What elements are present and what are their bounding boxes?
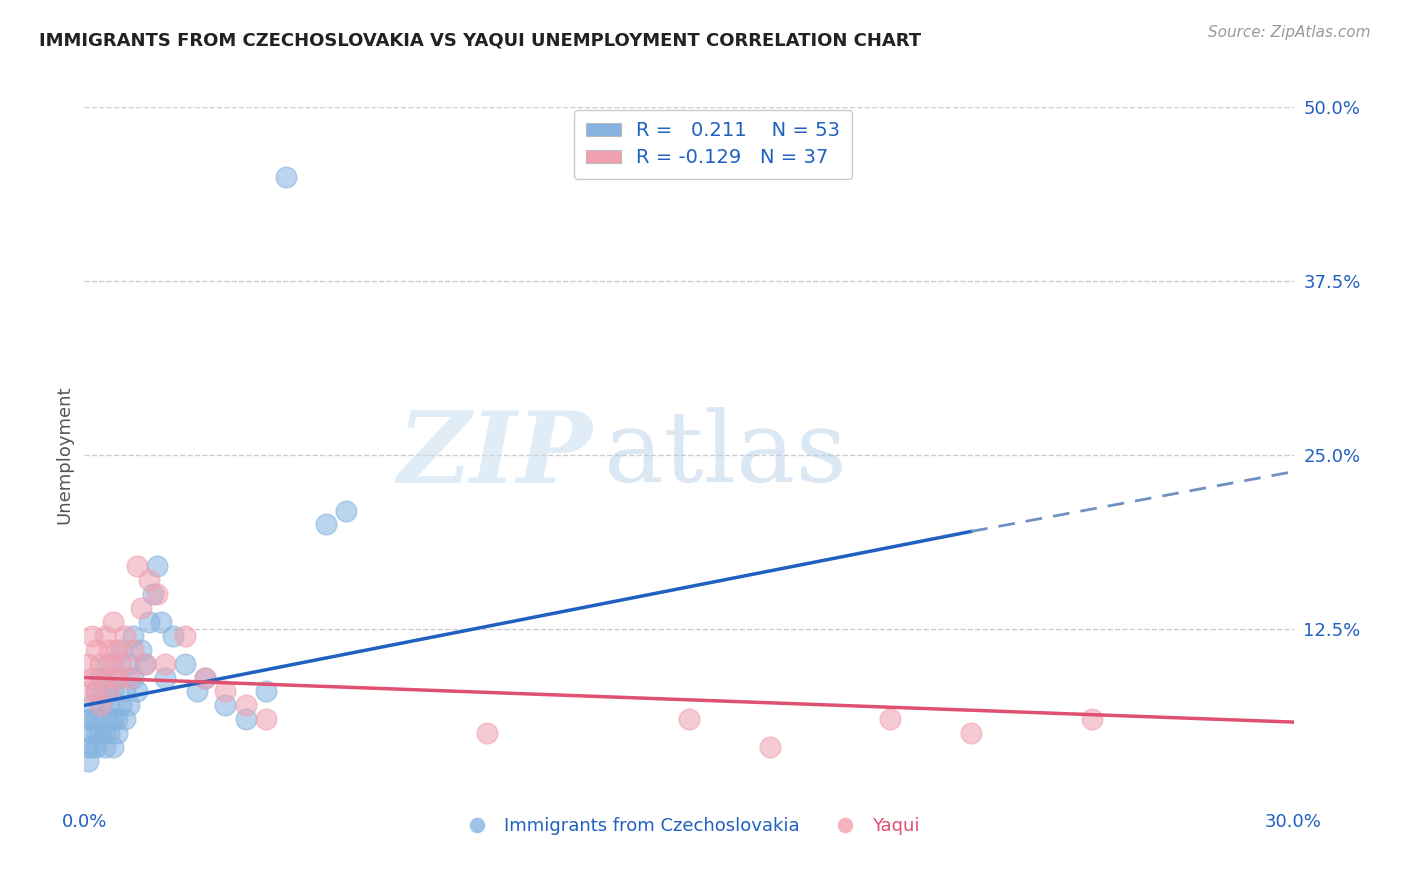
Point xyxy=(105,671,128,685)
Point xyxy=(93,712,115,726)
Point xyxy=(129,642,152,657)
Point xyxy=(960,726,983,740)
Text: atlas: atlas xyxy=(605,407,846,503)
Point xyxy=(118,698,141,713)
Point xyxy=(879,712,901,726)
Point xyxy=(162,629,184,643)
Point xyxy=(97,698,120,713)
Point xyxy=(121,671,143,685)
Point xyxy=(97,642,120,657)
Point xyxy=(93,684,115,698)
Legend: Immigrants from Czechoslovakia, Yaqui: Immigrants from Czechoslovakia, Yaqui xyxy=(451,810,927,842)
Point xyxy=(82,726,104,740)
Point xyxy=(97,684,120,698)
Point xyxy=(134,657,156,671)
Point xyxy=(153,671,176,685)
Point xyxy=(214,684,236,698)
Point xyxy=(110,698,132,713)
Point xyxy=(138,573,160,587)
Point xyxy=(89,698,111,713)
Point xyxy=(105,712,128,726)
Y-axis label: Unemployment: Unemployment xyxy=(55,385,73,524)
Point xyxy=(86,684,108,698)
Point xyxy=(86,712,108,726)
Point xyxy=(82,712,104,726)
Point xyxy=(97,657,120,671)
Point xyxy=(110,642,132,657)
Point xyxy=(186,684,208,698)
Point xyxy=(82,629,104,643)
Point xyxy=(194,671,217,685)
Point xyxy=(101,615,124,629)
Point xyxy=(93,671,115,685)
Point xyxy=(86,740,108,755)
Point xyxy=(477,726,499,740)
Point xyxy=(77,712,100,726)
Point xyxy=(82,698,104,713)
Point xyxy=(97,726,120,740)
Point xyxy=(82,740,104,755)
Point xyxy=(86,726,108,740)
Point xyxy=(121,642,143,657)
Point xyxy=(194,671,217,685)
Point xyxy=(146,559,169,574)
Point xyxy=(89,698,111,713)
Point xyxy=(101,712,124,726)
Point xyxy=(274,169,297,184)
Point xyxy=(254,684,277,698)
Point xyxy=(254,712,277,726)
Point xyxy=(214,698,236,713)
Point xyxy=(110,657,132,671)
Point xyxy=(114,629,136,643)
Point xyxy=(118,671,141,685)
Point xyxy=(125,684,148,698)
Point xyxy=(129,601,152,615)
Point xyxy=(1081,712,1104,726)
Point xyxy=(174,629,197,643)
Point xyxy=(89,657,111,671)
Point xyxy=(153,657,176,671)
Point xyxy=(105,726,128,740)
Point xyxy=(77,657,100,671)
Point xyxy=(146,587,169,601)
Point xyxy=(105,642,128,657)
Point xyxy=(82,671,104,685)
Point xyxy=(235,712,257,726)
Point xyxy=(93,726,115,740)
Point xyxy=(118,657,141,671)
Point xyxy=(89,726,111,740)
Point xyxy=(678,712,700,726)
Point xyxy=(101,684,124,698)
Text: Source: ZipAtlas.com: Source: ZipAtlas.com xyxy=(1208,25,1371,40)
Point xyxy=(93,629,115,643)
Point xyxy=(114,684,136,698)
Point xyxy=(105,671,128,685)
Point xyxy=(121,629,143,643)
Point xyxy=(125,559,148,574)
Point xyxy=(101,740,124,755)
Point xyxy=(86,684,108,698)
Point xyxy=(89,671,111,685)
Point xyxy=(149,615,172,629)
Point xyxy=(77,740,100,755)
Point xyxy=(235,698,257,713)
Point xyxy=(142,587,165,601)
Point xyxy=(138,615,160,629)
Point xyxy=(86,642,108,657)
Point xyxy=(93,740,115,755)
Text: IMMIGRANTS FROM CZECHOSLOVAKIA VS YAQUI UNEMPLOYMENT CORRELATION CHART: IMMIGRANTS FROM CZECHOSLOVAKIA VS YAQUI … xyxy=(39,31,921,49)
Point xyxy=(114,712,136,726)
Point xyxy=(77,684,100,698)
Point xyxy=(134,657,156,671)
Text: ZIP: ZIP xyxy=(398,407,592,503)
Point xyxy=(77,754,100,768)
Point xyxy=(758,740,780,755)
Point xyxy=(174,657,197,671)
Point xyxy=(335,503,357,517)
Point xyxy=(315,517,337,532)
Point xyxy=(101,657,124,671)
